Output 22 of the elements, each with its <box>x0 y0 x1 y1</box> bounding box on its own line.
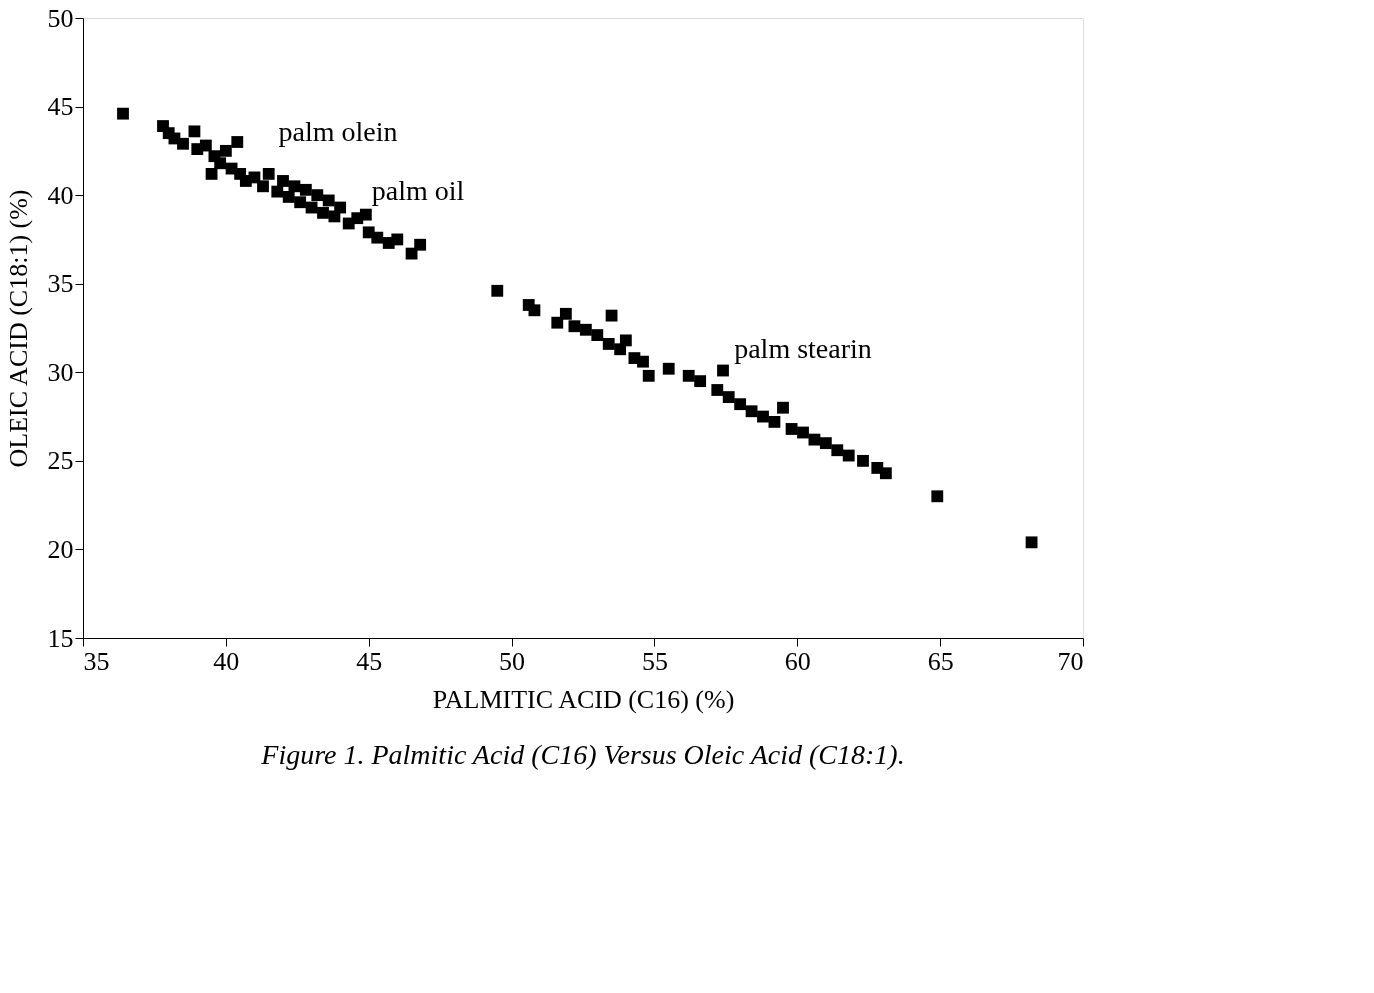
x-tick-label: 70 <box>1057 646 1084 676</box>
annotation: palm stearin <box>734 332 872 364</box>
annotation: palm olein <box>278 115 398 147</box>
x-tick-label: 40 <box>213 646 240 676</box>
x-tick-label: 65 <box>927 646 954 676</box>
y-tick-label: 15 <box>47 623 74 653</box>
y-tick-label: 50 <box>47 3 74 33</box>
x-tick-label: 45 <box>356 646 383 676</box>
x-tick-label: 35 <box>83 646 110 676</box>
x-axis-title: PALMITIC ACID (C16) (%) <box>432 684 735 714</box>
y-tick-label: 25 <box>47 446 74 476</box>
y-tick-label: 45 <box>47 92 74 122</box>
x-tick-label: 50 <box>499 646 526 676</box>
caption: Figure 1. Palmitic Acid (C16) Versus Oleic Acid (C18:1). <box>260 739 905 770</box>
y-tick-label: 40 <box>47 180 74 210</box>
y-tick-label: 20 <box>47 534 74 564</box>
x-tick-label: 55 <box>641 646 668 676</box>
y-tick-label: 35 <box>47 269 74 299</box>
y-axis-title: OLEIC ACID (C18:1) (%) <box>3 189 33 468</box>
x-tick-label: 60 <box>784 646 811 676</box>
y-tick-label: 30 <box>47 357 74 387</box>
annotation: palm oil <box>371 174 465 206</box>
